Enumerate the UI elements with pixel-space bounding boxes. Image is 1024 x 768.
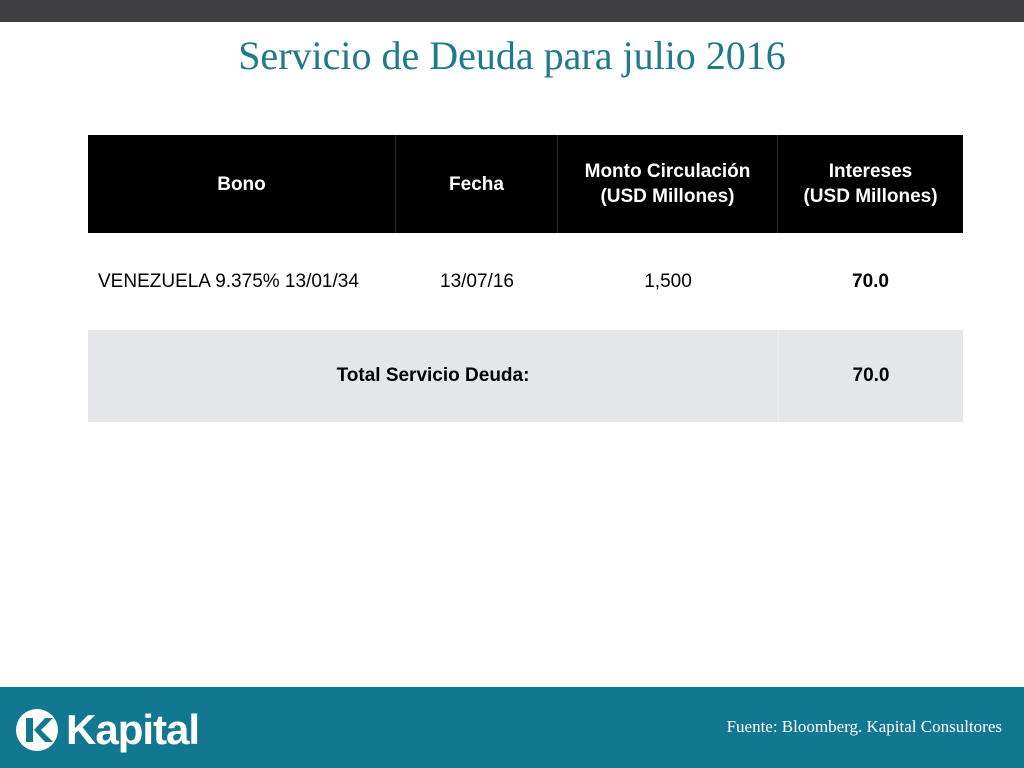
- header-intereses-line2: (USD Millones): [803, 186, 938, 207]
- total-label: Total Servicio Deuda:: [336, 365, 530, 386]
- top-bar: [0, 0, 1024, 22]
- header-monto-line2: (USD Millones): [600, 186, 735, 207]
- debt-service-table: Bono Fecha Monto Circulación (USD Millon…: [88, 135, 963, 422]
- header-intereses: Intereses (USD Millones): [778, 135, 963, 233]
- page-title: Servicio de Deuda para julio 2016: [238, 33, 786, 78]
- brand-logo: Kapital: [14, 706, 200, 753]
- header-monto-line1: Monto Circulación: [584, 161, 751, 182]
- header-bono: Bono: [88, 135, 396, 233]
- header-fecha: Fecha: [396, 135, 558, 233]
- header-monto: Monto Circulación (USD Millones): [558, 135, 778, 233]
- table-header-row: Bono Fecha Monto Circulación (USD Millon…: [88, 135, 963, 233]
- table-row: VENEZUELA 9.375% 13/01/34 13/07/16 1,500…: [88, 233, 963, 330]
- total-value: 70.0: [778, 330, 963, 422]
- table-total-row: Total Servicio Deuda: 70.0: [88, 330, 963, 422]
- cell-bono: VENEZUELA 9.375% 13/01/34: [98, 270, 359, 292]
- cell-monto: 1,500: [644, 270, 692, 292]
- cell-intereses: 70.0: [852, 270, 889, 292]
- cell-fecha: 13/07/16: [440, 270, 514, 292]
- brand-name: Kapital: [66, 706, 200, 753]
- kapital-k-logo-icon: [14, 707, 60, 753]
- header-intereses-line1: Intereses: [828, 161, 913, 182]
- source-note: Fuente: Bloomberg. Kapital Consultores: [726, 717, 1002, 736]
- footer-bar: Kapital Fuente: Bloomberg. Kapital Consu…: [0, 687, 1024, 768]
